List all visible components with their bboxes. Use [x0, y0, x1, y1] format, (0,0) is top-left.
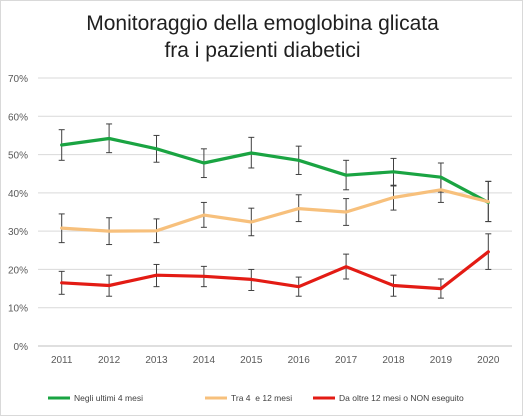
- series-line-1: [60, 136, 490, 204]
- y-tick-label: 60%: [8, 112, 28, 123]
- series-line-3: [60, 250, 490, 291]
- chart-title-line-1: Monitoraggio della emoglobina glicata: [86, 12, 439, 35]
- y-tick-label: 20%: [8, 265, 28, 276]
- x-tick-label: 2011: [51, 355, 73, 366]
- x-tick-label: 2018: [382, 355, 405, 366]
- y-tick-label: 40%: [8, 189, 28, 200]
- series-line-2: [60, 188, 490, 233]
- x-tick-label: 2020: [477, 355, 500, 366]
- y-tick-label: 30%: [8, 227, 28, 238]
- x-tick-label: 2012: [98, 355, 121, 366]
- y-tick-label: 10%: [8, 304, 28, 315]
- y-tick-label: 50%: [8, 151, 28, 162]
- legend-label-1: Negli ultimi 4 mesi: [74, 393, 143, 403]
- legend-label-2: Tra 4 e 12 mesi: [231, 393, 292, 403]
- chart-title-line-2: fra i pazienti diabetici: [164, 39, 361, 62]
- x-tick-label: 2014: [193, 355, 216, 366]
- x-tick-label: 2017: [335, 355, 358, 366]
- x-tick-label: 2019: [430, 355, 453, 366]
- legend-label-3: Da oltre 12 mesi o NON eseguito: [339, 393, 464, 403]
- x-tick-label: 2013: [145, 355, 168, 366]
- x-tick-label: 2015: [240, 355, 263, 366]
- y-tick-label: 70%: [8, 74, 28, 85]
- x-tick-label: 2016: [288, 355, 311, 366]
- y-tick-label: 0%: [14, 342, 29, 353]
- chart-title: Monitoraggio della emoglobina glicata fr…: [0, 10, 525, 64]
